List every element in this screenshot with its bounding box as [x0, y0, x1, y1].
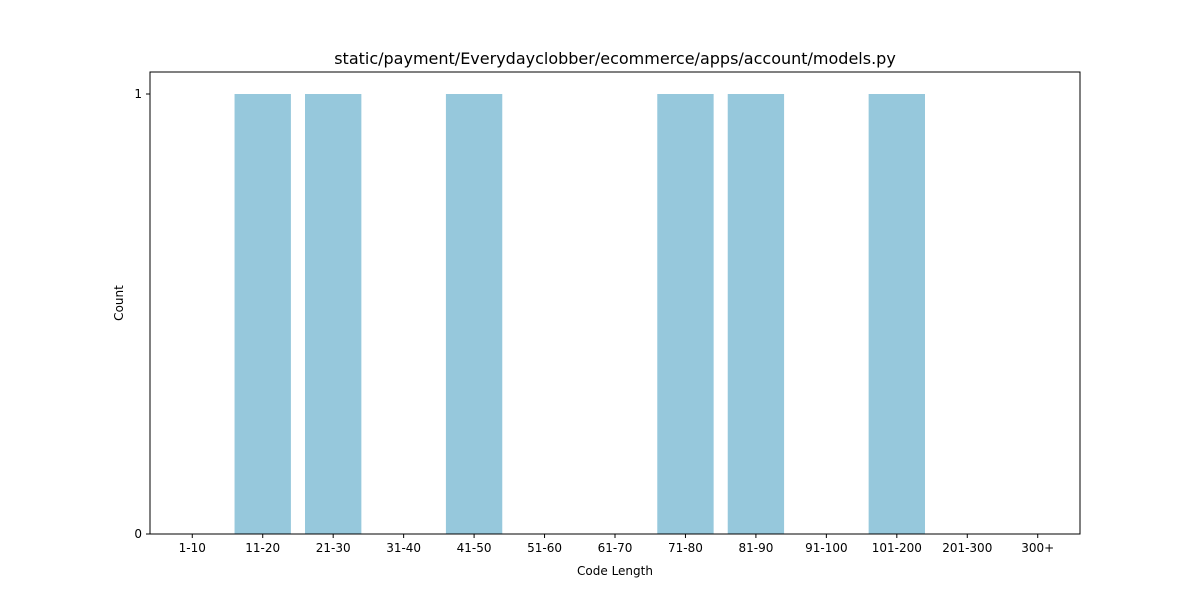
bar-81-90 [727, 94, 785, 534]
x-tick-label: 31-40 [386, 541, 421, 555]
x-axis-label: Code Length [577, 564, 653, 578]
x-tick-label: 101-200 [872, 541, 922, 555]
x-tick-label: 300+ [1021, 541, 1054, 555]
x-tick-label: 41-50 [457, 541, 492, 555]
y-tick-label: 1 [134, 87, 142, 101]
bar-11-20 [234, 94, 291, 534]
bar-101-200 [868, 94, 925, 534]
x-tick-label: 201-300 [942, 541, 992, 555]
bar-21-30 [305, 94, 362, 534]
x-tick-label: 21-30 [316, 541, 351, 555]
y-axis: 01 [134, 87, 150, 541]
x-tick-label: 51-60 [527, 541, 562, 555]
y-axis-label: Count [112, 285, 126, 321]
bar-71-80 [657, 94, 714, 534]
x-axis: 1-10 11-20 21-30 31-40 41-50 51-60 61-70 71-80 8… [179, 534, 1054, 555]
x-tick-label: 71-80 [668, 541, 703, 555]
x-tick-label: 11-20 [245, 541, 280, 555]
y-tick-label: 0 [134, 527, 142, 541]
bars-group [234, 94, 925, 534]
x-tick-label: 61-70 [598, 541, 633, 555]
bar-41-50 [445, 94, 503, 534]
x-tick-label: 1-10 [179, 541, 206, 555]
x-tick-label: 81-90 [738, 541, 773, 555]
x-tick-label: 91-100 [805, 541, 848, 555]
chart-title: static/payment/Everydayclobber/ecommerce… [334, 49, 896, 68]
